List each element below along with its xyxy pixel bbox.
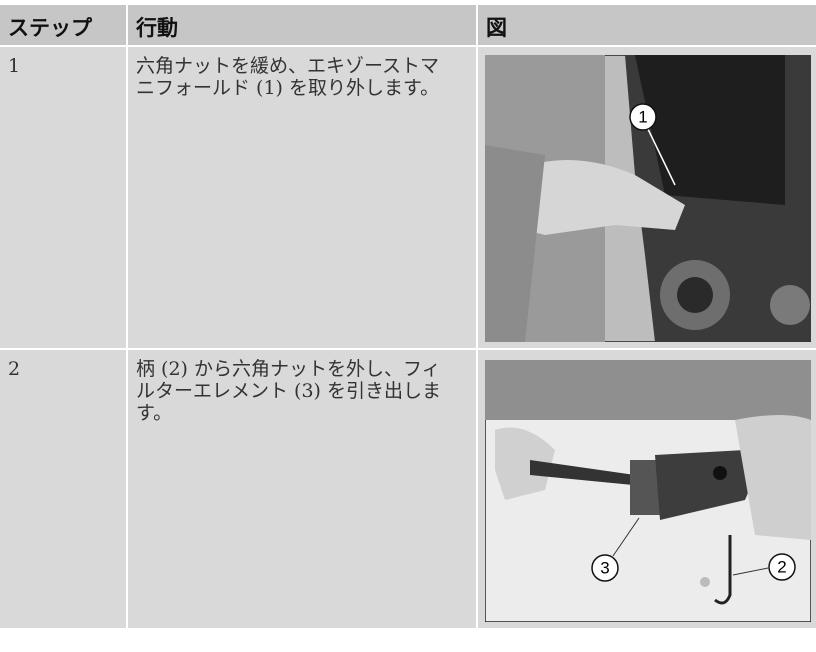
step: 2 bbox=[0, 350, 126, 628]
photo: 1 bbox=[485, 55, 811, 342]
callout: 3 bbox=[600, 559, 609, 578]
figure-cell: 1 bbox=[478, 47, 816, 348]
action: 柄 (2) から六角ナットを外し、フィルターエレメント (3) を引き出します。 bbox=[128, 350, 476, 628]
header-figure: 図 bbox=[478, 5, 816, 45]
callout: 1 bbox=[638, 108, 647, 127]
step: 1 bbox=[0, 47, 126, 348]
figure-cell: 3 2 bbox=[478, 350, 816, 628]
callout: 2 bbox=[777, 558, 786, 577]
action: 六角ナットを緩め、エキゾーストマニフォールド (1) を取り外します。 bbox=[128, 47, 476, 348]
header-step: ステップ bbox=[0, 5, 126, 45]
header-action: 行動 bbox=[128, 5, 476, 45]
photo: 3 2 bbox=[485, 360, 811, 622]
